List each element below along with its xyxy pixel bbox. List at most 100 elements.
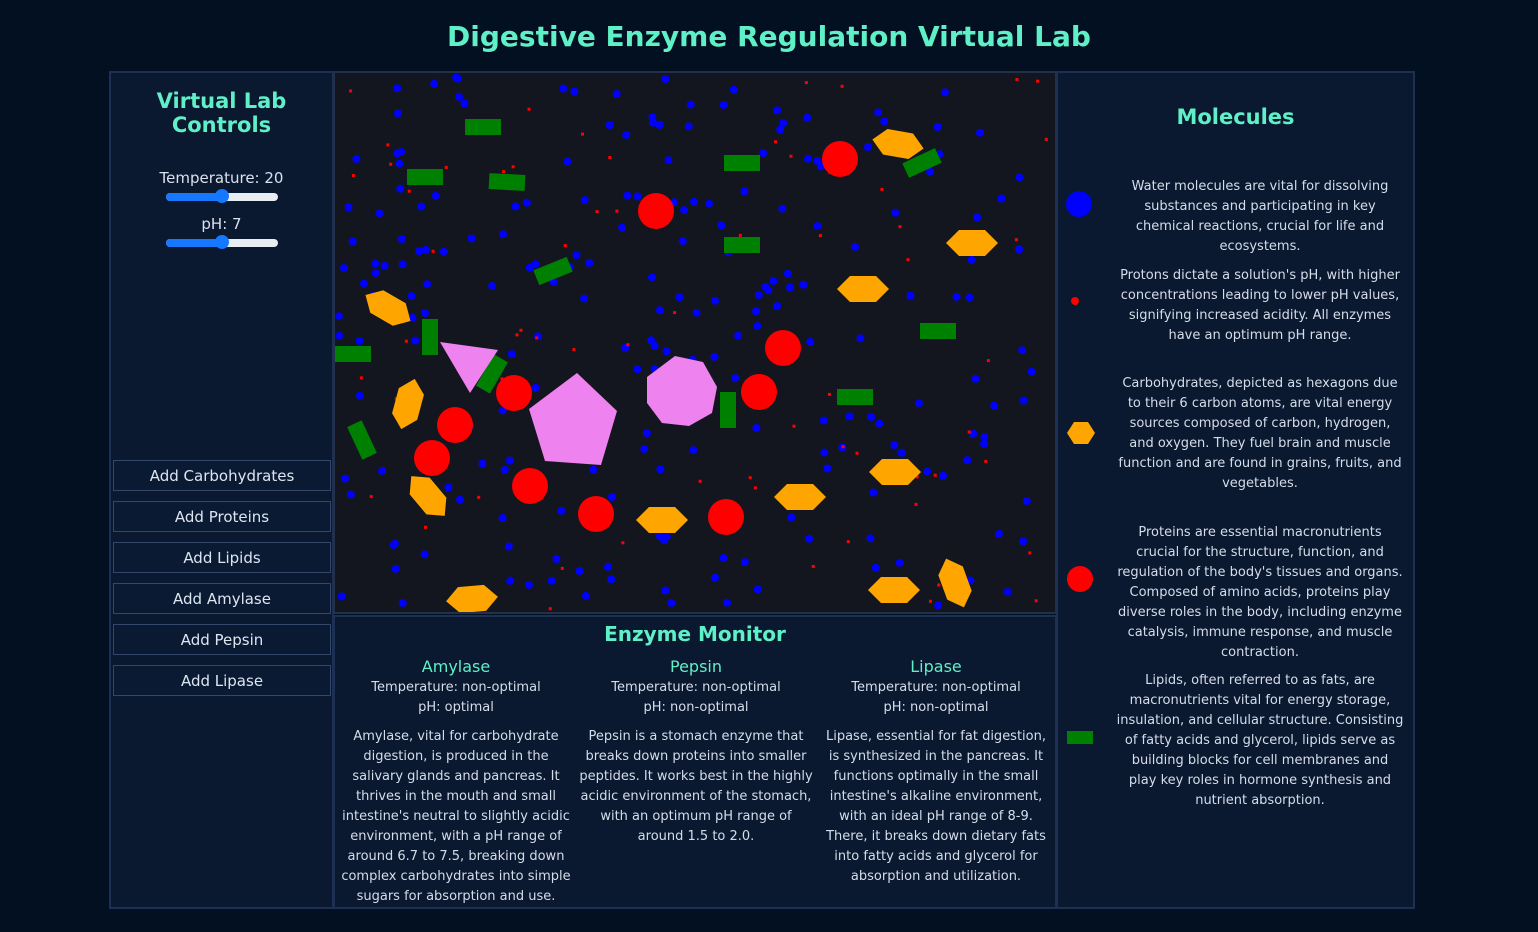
water-molecule — [734, 331, 742, 340]
simulation-canvas — [335, 73, 1048, 614]
water-molecule — [398, 260, 407, 269]
water-molecule — [523, 198, 531, 207]
carbohydrate-hexagon — [938, 558, 972, 608]
add-lipids-button[interactable]: Add Lipids — [113, 542, 331, 573]
water-molecule — [783, 269, 792, 278]
water-molecule — [890, 441, 899, 449]
water-molecule — [344, 203, 353, 212]
water-molecule — [605, 121, 614, 129]
proton — [389, 162, 393, 166]
lipid-rect — [476, 354, 508, 394]
carbohydrate-hexagon — [774, 484, 826, 510]
carbohydrate-hexagon — [392, 378, 424, 430]
enzyme-ph-status: pH: optimal — [418, 700, 494, 715]
water-molecule — [580, 294, 589, 303]
water-molecule — [647, 336, 655, 345]
water-molecule — [456, 495, 465, 504]
proton — [359, 376, 363, 380]
add-pepsin-button[interactable]: Add Pepsin — [113, 624, 331, 655]
proton-icon — [1071, 297, 1079, 305]
add-lipase-button[interactable]: Add Lipase — [113, 665, 331, 696]
water-molecule — [976, 128, 984, 137]
lipid-rect — [533, 256, 573, 286]
water-molecule — [393, 84, 402, 93]
water-molecule — [803, 113, 812, 122]
proton — [511, 165, 515, 169]
water-molecule — [531, 383, 540, 392]
water-molecule — [1015, 173, 1024, 182]
molecules-panel: Molecules Water molecules are vital for … — [1056, 71, 1415, 909]
water-molecule — [871, 563, 880, 572]
lipid-rect — [422, 319, 438, 355]
water-molecule — [897, 448, 906, 457]
water-molecule — [813, 222, 822, 231]
ph-slider[interactable] — [165, 235, 278, 249]
water-molecule — [589, 465, 598, 474]
water-molecule — [341, 474, 349, 483]
temperature-slider[interactable] — [165, 189, 278, 203]
proton — [424, 525, 427, 529]
water-molecule — [662, 347, 671, 356]
water-molecule — [719, 554, 728, 563]
water-molecule — [799, 280, 808, 289]
protein-circle — [496, 375, 532, 411]
ph-slider-thumb[interactable] — [214, 235, 229, 249]
water-molecule — [417, 202, 426, 211]
water-molecule — [467, 234, 476, 243]
water-molecule — [415, 247, 424, 256]
water-molecule — [754, 291, 763, 300]
water-molecule — [395, 159, 404, 168]
carbohydrate-hexagon — [868, 577, 920, 603]
water-molecule — [585, 258, 594, 267]
water-molecule — [352, 155, 361, 163]
water-molecule — [874, 108, 883, 117]
protein-circle — [512, 468, 548, 504]
water-molecule — [823, 464, 832, 473]
proton — [351, 174, 355, 177]
water-molecule — [692, 308, 701, 317]
proton — [595, 210, 599, 214]
add-carbohydrates-button[interactable]: Add Carbohydrates — [113, 460, 331, 491]
molecule-description: Proteins are essential macronutrients cr… — [1117, 525, 1403, 660]
proton — [738, 233, 742, 237]
water-molecule — [581, 592, 590, 600]
water-molecule — [680, 206, 689, 215]
water-molecule — [552, 555, 561, 563]
lipid-rect — [724, 155, 760, 171]
temperature-label: Temperature: 20 — [159, 169, 284, 187]
proton — [804, 81, 808, 85]
simulation-area[interactable] — [333, 71, 1057, 614]
water-molecule — [559, 84, 568, 93]
water-molecule — [478, 459, 487, 468]
enzyme-name: Lipase — [910, 657, 962, 676]
water-molecule — [926, 167, 935, 176]
water-molecule — [407, 292, 416, 301]
enzyme-lipase: Lipase Temperature: non-optimal pH: non-… — [819, 657, 1053, 887]
proton — [898, 225, 902, 229]
temperature-slider-fill — [165, 193, 222, 201]
water-molecule — [740, 187, 749, 196]
water-molecule — [933, 122, 942, 131]
protein-circle — [765, 330, 801, 366]
proton — [1014, 238, 1018, 242]
molecules-heading: Molecules — [1176, 105, 1295, 129]
proton — [1028, 551, 1032, 555]
water-molecule — [689, 446, 698, 455]
molecule-description: Carbohydrates, depicted as hexagons due … — [1118, 376, 1402, 491]
water-molecule — [1019, 537, 1028, 546]
lipid-rect — [720, 392, 736, 428]
water-molecule — [656, 465, 665, 474]
add-proteins-button[interactable]: Add Proteins — [113, 501, 331, 532]
add-amylase-button[interactable]: Add Amylase — [113, 583, 331, 614]
carbohydrate-hexagon — [446, 584, 498, 614]
water-molecule — [498, 514, 507, 522]
page-title: Digestive Enzyme Regulation Virtual Lab — [447, 20, 1091, 53]
temperature-slider-thumb[interactable] — [214, 189, 229, 203]
water-molecule — [335, 331, 344, 340]
water-molecule — [455, 92, 464, 101]
proton — [444, 165, 448, 169]
ph-slider-fill — [165, 239, 222, 247]
water-molecule — [711, 573, 719, 582]
molecule-description: Water molecules are vital for dissolving… — [1131, 179, 1389, 254]
water-molecule — [375, 209, 384, 218]
